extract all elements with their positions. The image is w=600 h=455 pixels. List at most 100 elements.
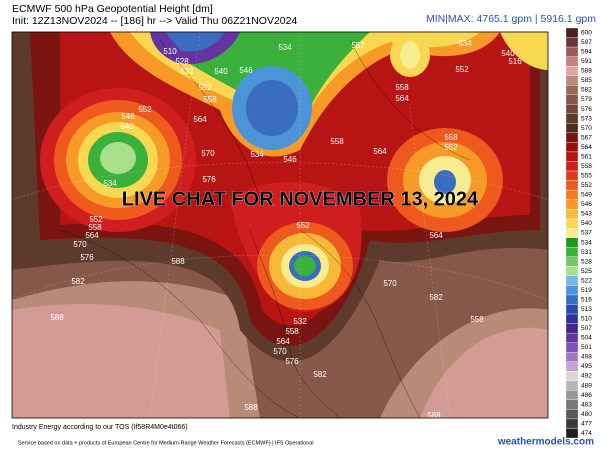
- contour-label: 564: [429, 231, 443, 240]
- colorbar-label: 513: [581, 306, 592, 313]
- colorbar-label: 570: [581, 125, 592, 132]
- colorbar-cell: [565, 256, 579, 267]
- colorbar-cell: [565, 228, 579, 238]
- colorbar-cell: [565, 399, 579, 410]
- colorbar-cell: [565, 27, 579, 38]
- contour-label: 510: [163, 47, 177, 56]
- contour-label: 558: [330, 137, 344, 146]
- colorbar-cell: [565, 304, 579, 315]
- colorbar-label: 525: [581, 268, 592, 275]
- colorbar-label: 522: [581, 277, 592, 284]
- colorbar-cell: [565, 65, 579, 76]
- contour-label: 528: [175, 57, 189, 66]
- colorbar-cell: [565, 113, 579, 124]
- contour-label: 582: [71, 277, 85, 286]
- colorbar-label: 534: [581, 239, 592, 246]
- colorbar-cell: [565, 104, 579, 114]
- colorbar-label: 540: [581, 220, 592, 227]
- colorbar-label: 555: [581, 173, 592, 180]
- contour-label: 564: [193, 115, 207, 124]
- colorbar-label: 486: [581, 392, 592, 399]
- colorbar: 600 597 594 591 588 585 582 579 576 573 570 567 564 5…: [565, 27, 592, 439]
- contour-label: 534: [278, 43, 292, 52]
- colorbar-cell: [565, 418, 579, 429]
- contour-label: 570: [273, 347, 287, 356]
- colorbar-label: 573: [581, 115, 592, 122]
- colorbar-label: 474: [581, 430, 592, 437]
- min-max: MIN|MAX: 4765.1 gpm | 5916.1 gpm: [426, 13, 596, 25]
- contour-label: 546: [239, 66, 253, 75]
- colorbar-cell: [565, 180, 579, 191]
- contour-label: 540: [214, 67, 228, 76]
- contour-label: 582: [429, 293, 443, 302]
- contour-label: 552: [138, 105, 152, 114]
- map-frame: [11, 31, 549, 419]
- contour-label: 540: [501, 49, 515, 58]
- colorbar-label: 489: [581, 382, 592, 389]
- colorbar-cell: [565, 323, 579, 334]
- contour-label: 552: [455, 65, 469, 74]
- colorbar-label: 507: [581, 325, 592, 332]
- colorbar-cell: [565, 266, 579, 277]
- colorbar-cell: [565, 161, 579, 172]
- colorbar-cell: [565, 380, 579, 391]
- colorbar-label: 495: [581, 363, 592, 370]
- colorbar-cell: [565, 361, 579, 372]
- colorbar-cell: [565, 342, 579, 353]
- colorbar-label: 531: [581, 249, 592, 256]
- contour-label: 558: [395, 83, 409, 92]
- colorbar-cell: [565, 56, 579, 67]
- colorbar-label: 588: [581, 68, 592, 75]
- colorbar-cell: [565, 75, 579, 86]
- contour-label: 516: [508, 57, 522, 66]
- colorbar-label: 546: [581, 201, 592, 208]
- tos-text: Industry Energy according to our TOS (If…: [12, 424, 188, 431]
- contour-label: 588: [427, 411, 441, 420]
- colorbar-cell: [565, 123, 579, 134]
- contour-label: 570: [201, 149, 215, 158]
- colorbar-cell: [565, 151, 579, 162]
- colorbar-label: 564: [581, 144, 592, 151]
- contour-label: 532: [293, 317, 307, 326]
- colorbar-cell: [565, 199, 579, 210]
- colorbar-label: 537: [581, 230, 592, 237]
- contour-label: 552: [198, 83, 212, 92]
- colorbar-cell: [565, 142, 579, 153]
- colorbar-label: 576: [581, 106, 592, 113]
- contour-label: 570: [383, 279, 397, 288]
- contour-label: 576: [285, 357, 299, 366]
- colorbar-label: 483: [581, 401, 592, 408]
- colorbar-cell: [565, 390, 579, 401]
- contour-label: 558: [470, 315, 484, 324]
- contour-label: 552: [444, 143, 458, 152]
- colorbar-label: 567: [581, 134, 592, 141]
- contour-label: 552: [89, 215, 103, 224]
- colorbar-label: 552: [581, 182, 592, 189]
- contour-label: 558: [444, 133, 458, 142]
- colorbar-cell: [565, 285, 579, 296]
- contour-label: 540: [120, 122, 134, 131]
- colorbar-label: 519: [581, 287, 592, 294]
- colorbar-cell: [565, 209, 579, 219]
- contour-label: 582: [313, 370, 327, 379]
- colorbar-cell: [565, 218, 579, 229]
- colorbar-cell: [565, 94, 579, 105]
- init-line: Init: 12Z13NOV2024 -- [186] hr --> Valid…: [12, 15, 297, 27]
- colorbar-cell: [565, 37, 579, 48]
- contour-label: 564: [395, 94, 409, 103]
- colorbar-label: 582: [581, 87, 592, 94]
- colorbar-cell: [565, 237, 579, 248]
- contour-label: 558: [88, 223, 102, 232]
- colorbar-label: 498: [581, 354, 592, 361]
- colorbar-label: 594: [581, 49, 592, 56]
- colorbar-label: 597: [581, 39, 592, 46]
- colorbar-cell: [565, 247, 579, 257]
- colorbar-label: 516: [581, 296, 592, 303]
- brand: weathermodels.com: [497, 437, 594, 448]
- contour-label: 564: [85, 231, 99, 240]
- contour-label: 576: [202, 175, 216, 184]
- contour-label: 588: [171, 257, 185, 266]
- colorbar-label: 492: [581, 373, 592, 380]
- colorbar-cell: [565, 332, 579, 343]
